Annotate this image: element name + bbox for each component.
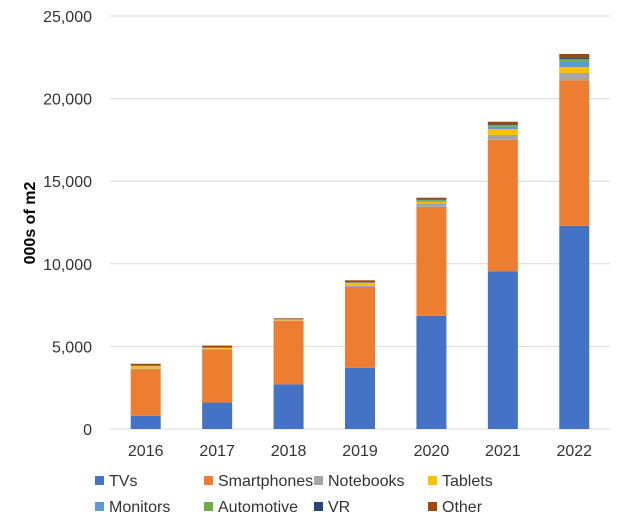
bar-segment-smartphones-2022 (559, 80, 590, 226)
bar-segment-notebooks-2016 (130, 368, 161, 370)
legend-label-monitors: Monitors (109, 499, 170, 516)
bar-segment-automotive-2021 (487, 125, 518, 127)
x-tick-label: 2017 (199, 443, 235, 460)
bar-segment-notebooks-2017 (202, 348, 233, 350)
y-axis: 0 5,000 10,000 15,000 20,000 25,000 (43, 9, 92, 439)
bar-segment-tvs-2019 (345, 367, 375, 429)
bar-segment-tablets-2016 (130, 366, 161, 369)
bar-segment-tvs-2022 (559, 225, 590, 429)
bar-segment-notebooks-2021 (487, 134, 518, 140)
legend-label-vr: VR (328, 499, 350, 516)
y-axis-title: 000s of m2 (22, 182, 39, 265)
bar-segment-tvs-2018 (273, 384, 304, 429)
legend-swatch-vr (314, 502, 323, 511)
bar-segment-notebooks-2020 (416, 203, 447, 207)
bar-segment-vr-2022 (559, 57, 590, 59)
y-tick-label: 10,000 (43, 257, 92, 274)
bar-segment-automotive-2022 (559, 58, 590, 62)
legend-swatch-tablets (428, 476, 437, 485)
x-tick-label: 2016 (128, 443, 164, 460)
y-tick-label: 15,000 (43, 174, 92, 191)
legend-swatch-notebooks (314, 476, 323, 485)
legend: TVs Smartphones Notebooks Tablets Monitors Au… (95, 473, 493, 516)
bar-segment-tablets-2021 (487, 129, 518, 135)
y-tick-label: 5,000 (52, 339, 92, 356)
bar-segment-smartphones-2021 (487, 139, 518, 272)
legend-label-notebooks: Notebooks (328, 473, 405, 490)
x-tick-label: 2019 (342, 443, 378, 460)
x-tick-label: 2020 (414, 443, 450, 460)
legend-swatch-smartphones (204, 476, 213, 485)
legend-swatch-monitors (95, 502, 104, 511)
legend-swatch-other (428, 502, 437, 511)
legend-label-automotive: Automotive (218, 499, 298, 516)
bar-segment-tvs-2016 (130, 415, 161, 429)
y-tick-label: 25,000 (43, 9, 92, 26)
bar-segment-other-2021 (487, 121, 518, 125)
bar-segment-smartphones-2016 (130, 369, 161, 416)
x-tick-label: 2018 (271, 443, 307, 460)
bar-segment-tablets-2022 (559, 67, 590, 73)
bar-segment-tvs-2020 (416, 315, 447, 429)
bar-segment-notebooks-2022 (559, 72, 590, 81)
bar-segment-monitors-2022 (559, 61, 590, 68)
bar-segment-tablets-2019 (345, 283, 375, 286)
x-tick-label: 2022 (556, 443, 592, 460)
bar-segment-tablets-2020 (416, 201, 447, 204)
legend-swatch-tvs (95, 476, 104, 485)
legend-label-other: Other (442, 499, 483, 516)
legend-label-tablets: Tablets (442, 473, 493, 490)
bar-segment-tablets-2017 (202, 348, 233, 349)
y-tick-label: 20,000 (43, 92, 92, 109)
bar-segment-tablets-2018 (273, 319, 304, 321)
bar-segment-other-2016 (130, 363, 161, 366)
bar-segment-automotive-2020 (416, 200, 447, 201)
bars (130, 53, 590, 429)
bar-segment-monitors-2021 (487, 126, 518, 130)
bar-segment-vr-2021 (487, 124, 518, 126)
y-tick-label: 0 (83, 422, 92, 439)
bar-segment-smartphones-2020 (416, 206, 447, 316)
bar-segment-other-2017 (202, 345, 233, 348)
bar-segment-other-2019 (345, 280, 375, 283)
bar-segment-smartphones-2018 (273, 320, 304, 385)
legend-swatch-automotive (204, 502, 213, 511)
x-axis: 2016 2017 2018 2019 2020 2021 2022 (128, 443, 592, 460)
bar-segment-other-2020 (416, 197, 447, 200)
bar-segment-other-2022 (559, 53, 590, 58)
bar-segment-notebooks-2019 (345, 285, 375, 287)
legend-label-smartphones: Smartphones (218, 473, 313, 490)
bar-segment-tvs-2017 (202, 402, 233, 429)
bar-segment-monitors-2020 (416, 200, 447, 202)
gridlines (110, 15, 610, 430)
bar-segment-smartphones-2017 (202, 349, 233, 403)
legend-label-tvs: TVs (109, 473, 137, 490)
bar-segment-smartphones-2019 (345, 286, 375, 368)
bar-segment-tvs-2021 (487, 271, 518, 429)
x-tick-label: 2021 (485, 443, 521, 460)
bar-segment-other-2018 (273, 318, 304, 320)
